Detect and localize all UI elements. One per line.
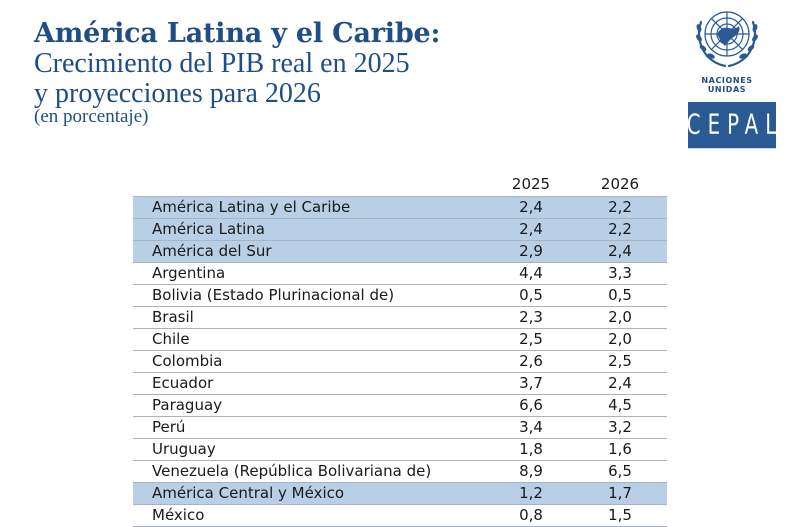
value-2026: 1,5 [608, 506, 632, 524]
value-2025: 6,6 [519, 396, 543, 414]
value-2026: 2,0 [608, 308, 632, 326]
cepal-logo: CEPAL [687, 102, 776, 149]
row-name: Brasil [152, 308, 194, 326]
table-row: Perú 3,4 3,2 [133, 417, 667, 439]
value-2025: 2,6 [519, 352, 543, 370]
unit-note: (en porcentaje) [34, 106, 149, 127]
table-row: Venezuela (República Bolivariana de) 8,9 6… [133, 461, 667, 483]
value-2025: 2,4 [519, 220, 543, 238]
row-name: Colombia [152, 352, 223, 370]
value-2025: 0,5 [519, 286, 543, 304]
page-subtitle-line-2: y proyecciones para 2026 [34, 78, 321, 109]
row-name: América Latina y el Caribe [152, 198, 351, 216]
row-name: América Latina [152, 220, 265, 238]
value-2025: 4,4 [519, 264, 543, 282]
value-2025: 3,4 [519, 418, 543, 436]
table-row: Paraguay 6,6 4,5 [133, 395, 667, 417]
table-row: Brasil 2,3 2,0 [133, 307, 667, 329]
row-name: México [152, 506, 205, 524]
column-header-2026: 2026 [600, 175, 640, 193]
value-2026: 2,0 [608, 330, 632, 348]
un-logo: NACIONES UNIDAS [684, 4, 770, 94]
gdp-growth-table: 2025 2026 América Latina y el Caribe 2,4 2… [133, 174, 667, 527]
table-row-aggregate: América Latina y el Caribe 2,4 2,2 [133, 196, 667, 219]
value-2025: 3,7 [519, 374, 543, 392]
table-row: Ecuador 3,7 2,4 [133, 373, 667, 395]
page-subtitle-line-1: Crecimiento del PIB real en 2025 [34, 48, 410, 79]
row-name: Paraguay [152, 396, 223, 414]
table-row-aggregate: América del Sur 2,9 2,4 [133, 241, 667, 263]
value-2026: 2,2 [608, 198, 632, 216]
table-row: Uruguay 1,8 1,6 [133, 439, 667, 461]
value-2026: 3,2 [608, 418, 632, 436]
table-row: Colombia 2,6 2,5 [133, 351, 667, 373]
table-row: Chile 2,5 2,0 [133, 329, 667, 351]
value-2026: 1,6 [608, 440, 632, 458]
row-name: Argentina [152, 264, 226, 282]
value-2025: 0,8 [519, 506, 543, 524]
row-name: Bolivia (Estado Plurinacional de) [152, 286, 395, 304]
table-row-aggregate: América Latina 2,4 2,2 [133, 219, 667, 241]
value-2026: 2,2 [608, 220, 632, 238]
table-row: Argentina 4,4 3,3 [133, 263, 667, 285]
column-header-2025: 2025 [511, 175, 551, 193]
value-2025: 2,3 [519, 308, 543, 326]
row-name: Ecuador [152, 374, 214, 392]
value-2025: 2,5 [519, 330, 543, 348]
value-2026: 2,5 [608, 352, 632, 370]
row-name: Chile [152, 330, 190, 348]
table-body: América Latina y el Caribe 2,4 2,2 América … [133, 196, 667, 527]
un-label: NACIONES UNIDAS [701, 76, 753, 94]
row-name: Venezuela (República Bolivariana de) [152, 462, 432, 480]
un-emblem-icon [696, 11, 758, 68]
row-name: Uruguay [152, 440, 216, 458]
row-name: América Central y México [152, 484, 345, 502]
value-2026: 4,5 [608, 396, 632, 414]
table-header: 2025 2026 [133, 174, 667, 196]
page-title: América Latina y el Caribe: [34, 18, 441, 49]
row-name: Perú [152, 418, 186, 436]
row-name: América del Sur [152, 242, 272, 260]
value-2026: 2,4 [608, 242, 632, 260]
table-row: Bolivia (Estado Plurinacional de) 0,5 0,5 [133, 285, 667, 307]
value-2026: 2,4 [608, 374, 632, 392]
value-2025: 1,2 [519, 484, 543, 502]
value-2026: 1,7 [608, 484, 632, 502]
value-2026: 3,3 [608, 264, 632, 282]
value-2026: 0,5 [608, 286, 632, 304]
value-2025: 2,9 [519, 242, 543, 260]
value-2025: 8,9 [519, 462, 543, 480]
table-row-aggregate: América Central y México 1,2 1,7 [133, 483, 667, 505]
value-2026: 6,5 [608, 462, 632, 480]
value-2025: 1,8 [519, 440, 543, 458]
title-block: América Latina y el Caribe: Crecimiento … [34, 18, 440, 127]
value-2025: 2,4 [519, 198, 543, 216]
